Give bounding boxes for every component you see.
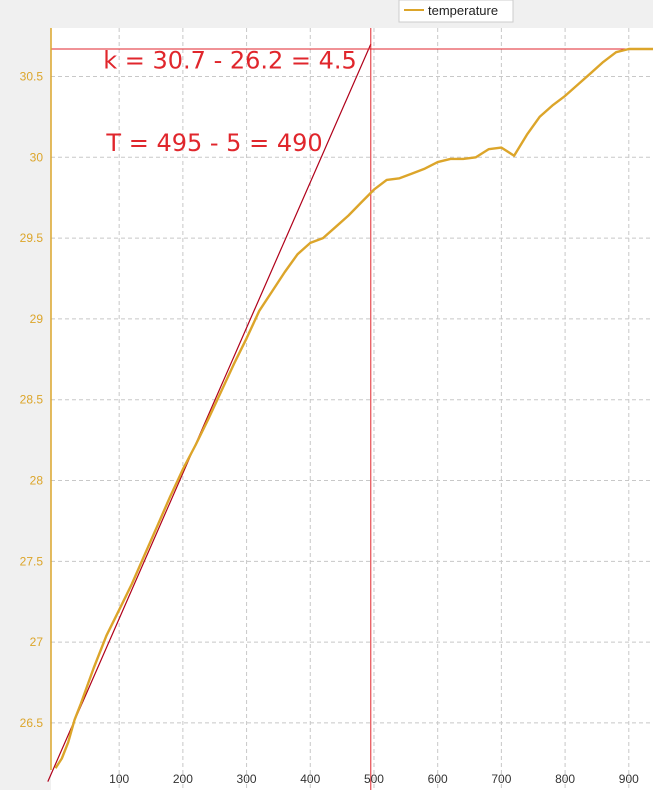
x-tick-label: 500 (364, 772, 384, 786)
x-tick-label: 400 (300, 772, 320, 786)
x-tick-label: 300 (237, 772, 257, 786)
x-tick-label: 600 (428, 772, 448, 786)
tangent-line (47, 43, 372, 782)
y-tick-label: 30.5 (20, 69, 44, 83)
x-tick-label: 100 (109, 772, 129, 786)
legend-box (398, 0, 514, 23)
temperature-series-line (54, 47, 653, 769)
x-tick-label: 900 (619, 772, 639, 786)
tick-labels: 100 200 300 400 500 600 700 800 900 26.5 27 27.5 28 2… (20, 69, 639, 786)
annotation-text: T = 495 - 5 = 490 (105, 129, 322, 157)
y-tick-label: 29.5 (20, 231, 44, 245)
legend-label: temperature (428, 3, 498, 18)
y-tick-label: 28 (30, 474, 44, 488)
x-tick-label: 800 (555, 772, 575, 786)
y-tick-label: 30 (30, 150, 44, 164)
y-tick-label: 29 (30, 312, 44, 326)
annotations: k = 30.7 - 26.2 = 4.5 T = 495 - 5 = 490 (103, 46, 357, 156)
y-tick-label: 27.5 (20, 554, 44, 568)
y-tick-label: 27 (30, 635, 44, 649)
annotation-text: k = 30.7 - 26.2 = 4.5 (103, 46, 357, 74)
reference-lines (47, 28, 653, 790)
legend: temperature (398, 0, 514, 23)
series-layer (54, 47, 653, 769)
plot-area (51, 28, 653, 790)
grid (51, 28, 653, 790)
y-tick-label: 28.5 (20, 393, 44, 407)
y-tick-label: 26.5 (20, 716, 44, 730)
x-tick-label: 200 (173, 772, 193, 786)
x-tick-label: 700 (491, 772, 511, 786)
